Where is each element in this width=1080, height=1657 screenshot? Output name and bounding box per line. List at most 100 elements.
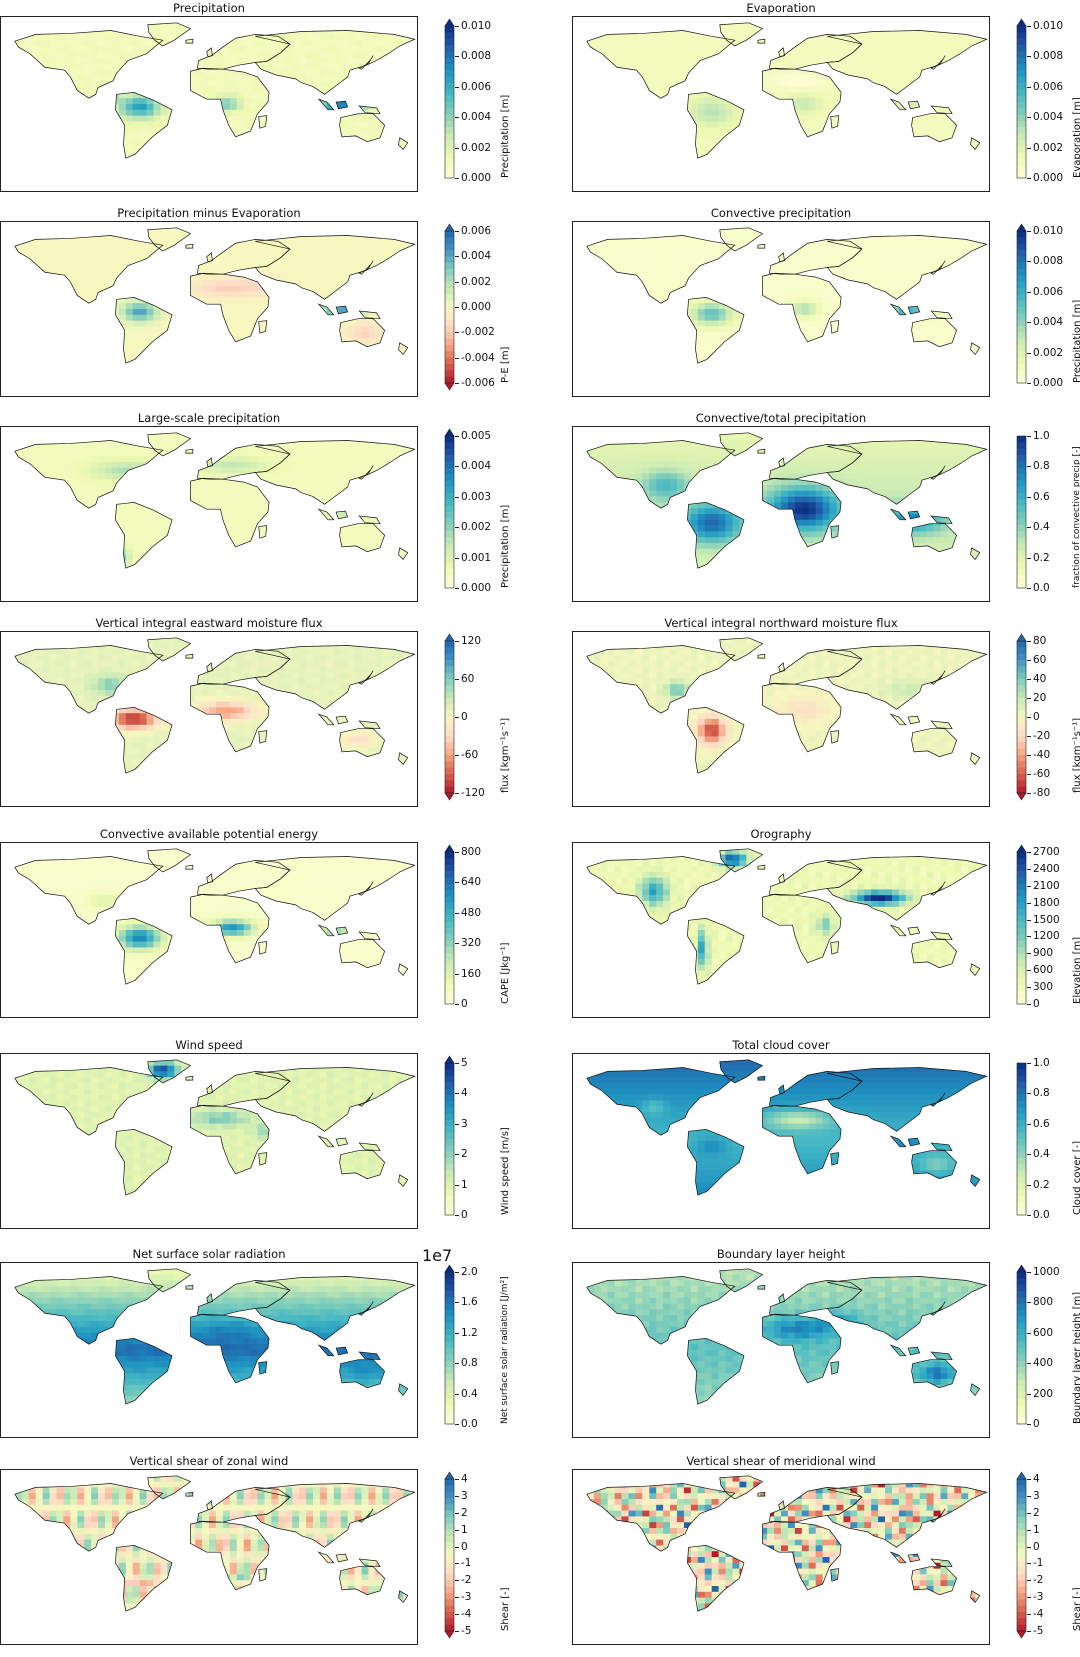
colorbar-tickmark	[455, 383, 459, 384]
colorbar-tick-label: 0.010	[1033, 225, 1063, 237]
field-layer	[573, 1263, 989, 1437]
colorbar-extend-max	[1017, 845, 1026, 852]
colorbar-tickmark	[455, 1363, 459, 1364]
colorbar-tickmark	[455, 332, 459, 333]
colorbar-tick-label: 1	[461, 1179, 468, 1191]
colorbar-tick-label: 60	[461, 673, 474, 685]
colorbar-tick-label: 0.004	[1033, 111, 1063, 123]
colorbar-tick-label: -60	[461, 749, 478, 761]
panel-title: Net surface solar radiation	[0, 1246, 418, 1262]
colorbar-tick-label: 0	[1033, 998, 1040, 1010]
colorbar-tick-label: 2400	[1033, 863, 1060, 875]
colorbar-tickmark	[455, 178, 459, 179]
colorbar-label: Precipitation [m]	[500, 428, 511, 588]
colorbar-tickmark	[1027, 936, 1031, 937]
colorbar-tickmark	[1027, 1063, 1031, 1064]
colorbar-gradient	[1016, 428, 1030, 602]
colorbar-tickmark	[455, 1496, 459, 1497]
colorbar-tick-label: 120	[461, 635, 481, 647]
colorbar-extend-min	[445, 1631, 454, 1638]
colorbar-tick-label: 0	[461, 1209, 468, 1221]
colorbar-tick-label: -4	[1033, 1608, 1043, 1620]
colorbar-tick-label: 1800	[1033, 897, 1060, 909]
colorbar-tick-label: 0.005	[461, 430, 491, 442]
colorbar-tickmark	[455, 852, 459, 853]
colorbar-tick-label: 0.6	[1033, 491, 1050, 503]
colorbar-tickmark	[1027, 1363, 1031, 1364]
colorbar-tickmark	[1027, 1496, 1031, 1497]
colorbar-tick-label: 160	[461, 968, 481, 980]
colorbar-label: Precipitation [m]	[1072, 223, 1080, 383]
colorbar-tick-label: 0.008	[1033, 255, 1063, 267]
colorbar-tickmark	[455, 1479, 459, 1480]
panel-title: Convective available potential energy	[0, 826, 418, 842]
colorbar-tick-label: -0.006	[461, 377, 495, 389]
colorbar-tick-label: 0	[461, 998, 468, 1010]
colorbar-tick-label: 20	[1033, 692, 1046, 704]
colorbar-tick-label: 2700	[1033, 846, 1060, 858]
map-frame	[0, 1469, 418, 1645]
colorbar-tickmark	[455, 588, 459, 589]
colorbar-tickmark	[1027, 1479, 1031, 1480]
colorbar-tickmark	[455, 527, 459, 528]
colorbar-tickmark	[1027, 466, 1031, 467]
colorbar-tickmark	[1027, 353, 1031, 354]
map-frame	[572, 426, 990, 602]
colorbar-tick-label: 0.000	[1033, 172, 1063, 184]
colorbar-tickmark	[1027, 1530, 1031, 1531]
colorbar-tick-label: -2	[1033, 1574, 1043, 1586]
colorbar-tickmark	[1027, 1563, 1031, 1564]
panel-title: Vertical integral northward moisture flu…	[572, 615, 990, 631]
map-frame	[0, 426, 418, 602]
colorbar-tick-label: 5	[461, 1057, 468, 1069]
map-panel: Vertical integral eastward moisture flux…	[0, 615, 508, 815]
colorbar-tick-label: 0.4	[1033, 1148, 1050, 1160]
colorbar-tick-label: 2	[461, 1148, 468, 1160]
colorbar-tickmark	[455, 974, 459, 975]
colorbar-gradient	[1016, 18, 1030, 192]
colorbar-tickmark	[1027, 1547, 1031, 1548]
colorbar-tickmark	[1027, 26, 1031, 27]
colorbar-tick-label: 0.000	[461, 172, 491, 184]
colorbar-tick-label: 0.002	[1033, 347, 1063, 359]
colorbar-tickmark	[1027, 292, 1031, 293]
colorbar-label: Wind speed [m/s]	[500, 1055, 511, 1215]
colorbar-gradient	[444, 844, 458, 1018]
colorbar-label: fraction of convective precip [-]	[1072, 428, 1080, 588]
colorbar-tick-label: 1200	[1033, 930, 1060, 942]
colorbar-tick-label: 0.8	[1033, 460, 1050, 472]
panel-title: Vertical shear of zonal wind	[0, 1453, 418, 1469]
colorbar-tickmark	[455, 882, 459, 883]
colorbar-extend-max	[445, 19, 454, 26]
colorbar-gradient	[444, 428, 458, 602]
colorbar-gradient	[1016, 844, 1030, 1018]
colorbar-tick-label: 0.008	[1033, 50, 1063, 62]
world-map-14	[573, 1263, 989, 1437]
world-map-5	[1, 427, 417, 601]
colorbar-tick-label: 900	[1033, 947, 1053, 959]
colorbar-tick-label: 0.0	[1033, 1209, 1050, 1221]
colorbar-extend-max	[445, 224, 454, 231]
colorbar-tickmark	[1027, 1302, 1031, 1303]
panel-title: Precipitation	[0, 0, 418, 16]
colorbar-tickmark	[1027, 436, 1031, 437]
world-map-3	[1, 222, 417, 396]
colorbar-tickmark	[1027, 869, 1031, 870]
colorbar-extend-max	[445, 429, 454, 436]
colorbar-tick-label: 3	[461, 1490, 468, 1502]
world-map-16	[573, 1470, 989, 1644]
colorbar-label: Evaporation [m]	[1072, 18, 1080, 178]
map-frame	[572, 1469, 990, 1645]
colorbar-tickmark	[1027, 1154, 1031, 1155]
world-map-7	[1, 632, 417, 806]
colorbar-tickmark	[1027, 148, 1031, 149]
colorbar-tickmark	[1027, 231, 1031, 232]
